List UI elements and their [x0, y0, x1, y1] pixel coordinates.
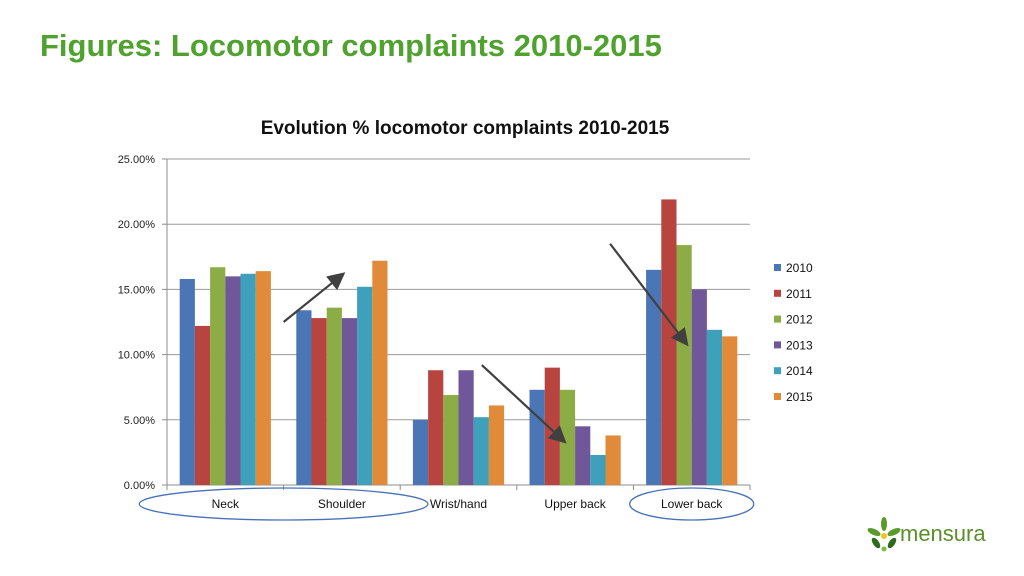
logo-text: mensura — [900, 521, 986, 546]
legend-label: 2013 — [786, 338, 813, 352]
legend-swatch — [774, 315, 781, 323]
category-labels: Neck Shoulder Wrist/hand Upper back Lower ba… — [212, 497, 724, 511]
bar-2014-shoulder — [357, 286, 373, 485]
trend-arrows — [282, 243, 689, 444]
legend-swatch — [774, 264, 781, 271]
legend-label: 2010 — [786, 261, 813, 275]
y-tick-label: 0.00% — [124, 480, 155, 492]
bar-2013-lower-back — [691, 289, 707, 485]
y-tick-label: 20.00% — [118, 219, 156, 231]
slide-title: Figures: Locomotor complaints 2010-2015 — [40, 28, 662, 63]
chart-title: Evolution % locomotor complaints 2010-20… — [261, 118, 670, 139]
legend-label: 2015 — [786, 390, 813, 404]
bar-2013-wrist-hand — [458, 370, 474, 485]
bar-2014-wrist-hand — [473, 417, 489, 485]
y-tick-label: 5.00% — [124, 415, 155, 427]
bar-2011-neck — [194, 325, 211, 485]
bar-2010-lower-back — [646, 269, 662, 485]
legend-label: 2011 — [786, 287, 812, 301]
y-tick-label: 25.00% — [118, 154, 156, 166]
bar-2012-neck — [210, 267, 226, 485]
y-tick-label: 15.00% — [118, 284, 156, 296]
bar-2011-shoulder — [311, 318, 327, 485]
bar-2015-lower-back — [722, 336, 738, 485]
mensura-logo: mensura — [866, 516, 986, 560]
bar-2012-shoulder — [326, 307, 342, 485]
bar-2011-wrist-hand — [428, 370, 444, 485]
legend-swatch — [774, 367, 781, 375]
trend-arrow — [481, 364, 567, 444]
y-axis-ticks: 0.00% 5.00% 10.00% 15.00% 20.00% 25.00% — [118, 154, 156, 492]
bar-2013-upper-back — [575, 426, 591, 485]
bar-2012-lower-back — [676, 245, 692, 485]
legend-swatch — [774, 393, 781, 400]
bar-2015-wrist-hand — [488, 405, 505, 485]
category-label: Neck — [212, 497, 240, 511]
bar-2010-shoulder — [296, 310, 312, 485]
legend-swatch — [774, 341, 781, 349]
bar-2012-upper-back — [559, 389, 576, 485]
legend-label: 2012 — [786, 313, 813, 327]
bar-2011-lower-back — [661, 199, 677, 485]
category-label: Wrist/hand — [430, 497, 487, 511]
legend-swatch — [774, 289, 781, 297]
category-label: Upper back — [544, 497, 606, 511]
legend-label: 2014 — [786, 364, 813, 378]
bar-2015-upper-back — [605, 435, 621, 485]
bar-2010-wrist-hand — [412, 419, 429, 485]
bar-2013-neck — [225, 276, 241, 485]
bar-2014-upper-back — [590, 455, 606, 485]
bar-2010-upper-back — [529, 389, 545, 485]
category-label: Lower back — [661, 497, 723, 511]
trend-arrow — [609, 243, 689, 347]
bar-2015-neck — [255, 271, 271, 485]
bar-2015-shoulder — [372, 260, 388, 485]
highlight-ellipse — [138, 487, 429, 521]
highlight-ellipse — [629, 487, 755, 521]
bar-2010-neck — [179, 278, 195, 485]
leaf-icon — [867, 517, 901, 552]
bar-2014-lower-back — [706, 329, 723, 485]
trend-arrow — [282, 272, 346, 323]
legend: 2010 2011 2012 2013 2014 2015 — [774, 261, 813, 404]
bar-2014-neck — [240, 273, 256, 485]
bar-2013-shoulder — [341, 318, 358, 485]
category-label: Shoulder — [318, 497, 366, 511]
bar-2012-wrist-hand — [443, 395, 459, 485]
highlight-ellipses — [138, 487, 755, 521]
bars — [179, 199, 738, 485]
y-tick-label: 10.00% — [118, 350, 156, 362]
